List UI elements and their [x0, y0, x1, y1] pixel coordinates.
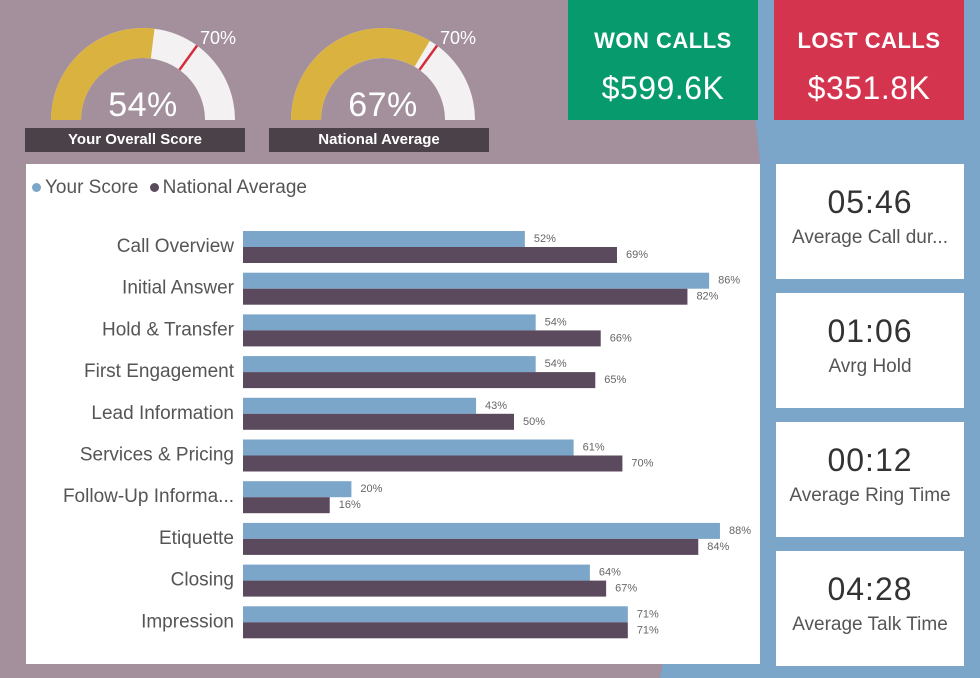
stat-label-average-talk-time: Average Talk Time: [792, 614, 948, 635]
category-label: Initial Answer: [122, 278, 235, 299]
bar-your-score[interactable]: [243, 439, 574, 456]
gauge-fill-0: [51, 27, 155, 120]
bar-your-score[interactable]: [243, 522, 720, 539]
data-label: 50%: [523, 416, 545, 428]
category-label: Etiquette: [159, 528, 234, 549]
gauge-overall-score: [51, 27, 235, 120]
data-label: 61%: [583, 442, 605, 454]
category-label: Services & Pricing: [80, 445, 234, 466]
bar-your-score[interactable]: [243, 356, 536, 373]
gauge-national-average: [291, 28, 475, 120]
bar-national-average[interactable]: [243, 497, 330, 514]
stat-card-average-ring-time: 00:12 Average Ring Time: [776, 422, 964, 537]
category-label: Impression: [141, 611, 234, 632]
stat-value-average-ring-time: 00:12: [827, 442, 913, 478]
gauge-target-marker-0: [178, 44, 199, 71]
data-label: 54%: [545, 358, 567, 370]
score-comparison-chart: Your Score National Average Call Overvie…: [26, 164, 760, 664]
lost-calls-card: LOST CALLS $351.8K: [774, 0, 964, 120]
bar-your-score[interactable]: [243, 231, 525, 247]
legend-national-average-dot: [149, 183, 159, 192]
bar-national-average[interactable]: [243, 622, 628, 639]
data-label: 66%: [610, 332, 632, 344]
data-label: 54%: [545, 316, 567, 328]
gauge-national-target-label: 70%: [440, 28, 477, 48]
bar-national-average[interactable]: [243, 455, 623, 472]
bar-your-score[interactable]: [243, 314, 536, 331]
category-label: First Engagement: [84, 361, 235, 382]
gauge-overall-target-label: 70%: [200, 28, 237, 48]
stat-label-average-ring-time: Average Ring Time: [789, 485, 951, 506]
category-label: Hold & Transfer: [102, 319, 235, 340]
bar-your-score[interactable]: [243, 564, 590, 581]
data-label: 67%: [615, 583, 637, 595]
bar-chart-plot: Call Overview 52% 69% Initial Answer 86%82% H…: [63, 231, 751, 639]
data-label: 84%: [707, 541, 729, 553]
stat-value-average-talk-time: 04:28: [827, 571, 913, 607]
category-label: Closing: [171, 570, 234, 591]
stat-card-average-hold: 01:06 Avrg Hold: [776, 293, 964, 408]
data-label: 82%: [696, 291, 718, 303]
category-label: Follow-Up Informa...: [63, 486, 234, 507]
bar-national-average[interactable]: [243, 372, 596, 389]
data-label: 71%: [637, 608, 659, 620]
won-calls-title: WON CALLS: [594, 28, 732, 53]
data-label: 43%: [485, 400, 507, 412]
legend-national-average[interactable]: National Average: [149, 176, 307, 199]
stat-card-average-call-duration: 05:46 Average Call dur...: [776, 164, 964, 279]
stat-value-average-call-duration: 05:46: [827, 184, 913, 220]
gauge-national-average-label: National Average: [269, 128, 489, 152]
data-label: 20%: [360, 483, 382, 495]
bar-national-average[interactable]: [243, 330, 601, 347]
category-label: Call Overview: [117, 236, 234, 257]
data-label: 69%: [626, 249, 648, 261]
legend-your-score-label: Your Score: [45, 176, 139, 198]
lost-calls-value: $351.8K: [807, 70, 931, 106]
bar-your-score[interactable]: [243, 606, 628, 623]
won-calls-card: WON CALLS $599.6K: [568, 0, 758, 120]
gauge-national-average-value: 67%: [348, 86, 418, 124]
won-calls-value: $599.6K: [601, 70, 725, 106]
category-label: Lead Information: [91, 403, 234, 424]
gauge-overall-score-label: Your Overall Score: [25, 128, 245, 152]
gauge-fill-1: [291, 28, 430, 120]
bar-national-average[interactable]: [243, 413, 514, 430]
bar-national-average[interactable]: [243, 247, 617, 263]
data-label: 70%: [631, 458, 653, 470]
gauge-overall-score-value: 54%: [108, 86, 178, 124]
data-label: 86%: [718, 275, 740, 287]
data-label: 64%: [599, 567, 621, 579]
lost-calls-title: LOST CALLS: [797, 28, 941, 53]
legend-national-average-label: National Average: [162, 176, 307, 198]
bar-national-average[interactable]: [243, 538, 699, 555]
data-label: 71%: [637, 624, 659, 636]
data-label: 52%: [534, 233, 556, 245]
stat-card-average-talk-time: 04:28 Average Talk Time: [776, 551, 964, 666]
bar-national-average[interactable]: [243, 580, 607, 597]
data-label: 16%: [339, 499, 361, 511]
data-label: 65%: [604, 374, 626, 386]
legend-your-score-dot: [32, 183, 41, 192]
stat-label-average-call-duration: Average Call dur...: [792, 227, 948, 248]
bar-your-score[interactable]: [243, 397, 477, 414]
bar-national-average[interactable]: [243, 288, 688, 305]
data-label: 88%: [729, 525, 751, 537]
gauge-target-marker-1: [418, 44, 439, 71]
stat-label-average-hold: Avrg Hold: [828, 356, 912, 377]
bar-your-score[interactable]: [243, 272, 710, 289]
bar-your-score[interactable]: [243, 481, 352, 498]
stat-value-average-hold: 01:06: [827, 313, 913, 349]
chart-legend: Your Score National Average: [32, 176, 313, 199]
legend-your-score[interactable]: Your Score: [32, 177, 138, 199]
